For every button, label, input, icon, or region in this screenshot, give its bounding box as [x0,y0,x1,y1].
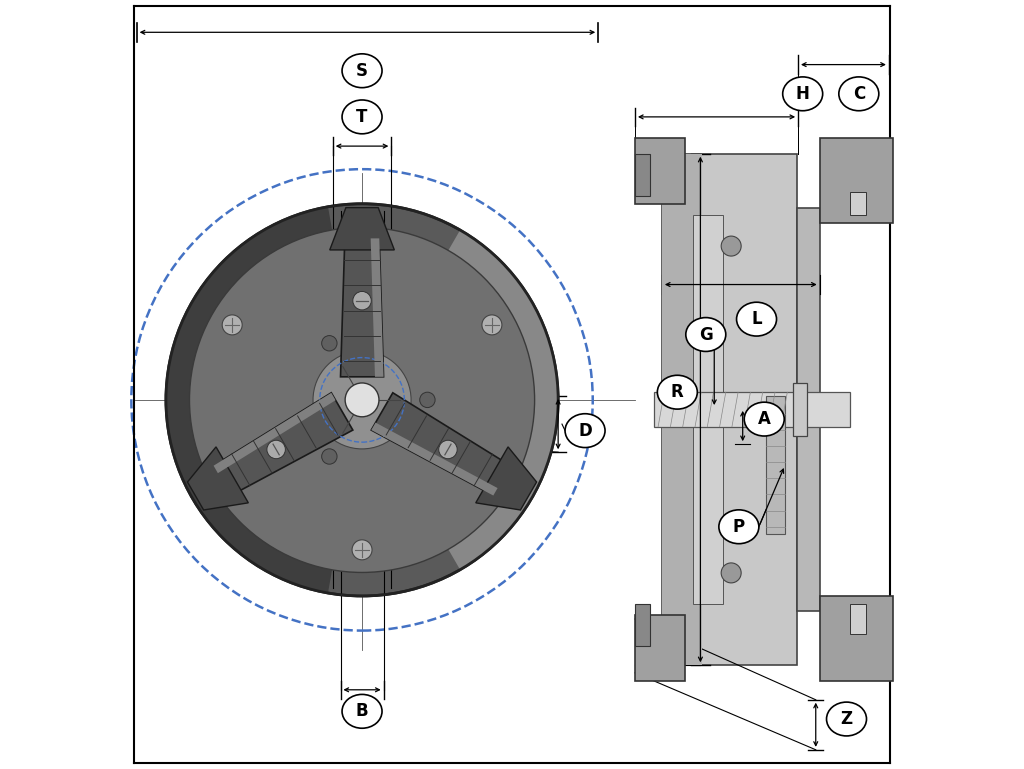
Circle shape [313,351,411,449]
Bar [662,154,702,665]
Ellipse shape [342,54,382,88]
Circle shape [352,540,372,560]
Polygon shape [214,393,336,473]
Bar [819,596,893,681]
Wedge shape [362,230,558,570]
Ellipse shape [565,414,605,448]
Bar [635,604,650,646]
Ellipse shape [686,318,726,351]
Text: Z: Z [841,710,853,728]
Polygon shape [372,423,498,495]
Circle shape [222,315,243,335]
Ellipse shape [736,302,776,336]
Circle shape [267,440,286,458]
Text: A: A [758,410,771,428]
Circle shape [322,335,337,351]
Circle shape [166,204,558,596]
Circle shape [438,440,457,458]
Ellipse shape [719,510,759,544]
Bar [793,383,807,437]
Bar [850,604,865,634]
Circle shape [353,291,372,310]
Circle shape [482,315,502,335]
Text: B: B [355,702,369,721]
Wedge shape [166,207,362,593]
Bar [797,208,819,611]
Ellipse shape [342,694,382,728]
Polygon shape [341,238,384,377]
Ellipse shape [744,402,784,436]
Bar [635,615,685,681]
Ellipse shape [826,702,866,736]
Text: C: C [853,85,865,103]
Polygon shape [476,447,537,510]
Text: T: T [356,108,368,126]
Text: H: H [796,85,810,103]
Circle shape [189,228,535,572]
Circle shape [345,383,379,417]
Text: S: S [356,62,368,80]
Polygon shape [371,238,384,377]
Ellipse shape [782,77,822,111]
Bar [662,154,797,665]
Circle shape [721,236,741,256]
Bar [819,138,893,223]
Circle shape [322,449,337,464]
Bar [850,192,865,215]
Circle shape [420,392,435,408]
Ellipse shape [342,100,382,134]
Text: L: L [752,310,762,328]
Circle shape [721,563,741,583]
Bar [692,215,724,604]
Bar [635,138,685,204]
Polygon shape [214,393,353,495]
Bar [766,396,785,534]
Text: P: P [733,518,744,536]
Polygon shape [187,447,249,510]
Ellipse shape [657,375,697,409]
Text: R: R [671,383,684,401]
Polygon shape [372,393,511,495]
Bar [654,392,850,427]
Polygon shape [330,208,394,250]
Text: G: G [699,325,713,344]
Bar [635,154,650,196]
Text: D: D [579,421,592,440]
Ellipse shape [839,77,879,111]
